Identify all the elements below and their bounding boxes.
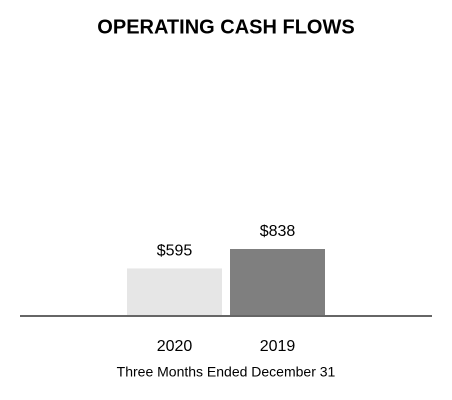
bar	[230, 249, 325, 316]
x-tick-label: 2019	[260, 338, 296, 355]
chart-title: OPERATING CASH FLOWS	[97, 16, 354, 38]
x-tick-label: 2020	[157, 338, 193, 355]
bar	[127, 268, 222, 316]
value-label: $838	[260, 223, 296, 240]
x-axis-label: Three Months Ended December 31	[117, 364, 336, 380]
value-label: $595	[157, 243, 193, 260]
